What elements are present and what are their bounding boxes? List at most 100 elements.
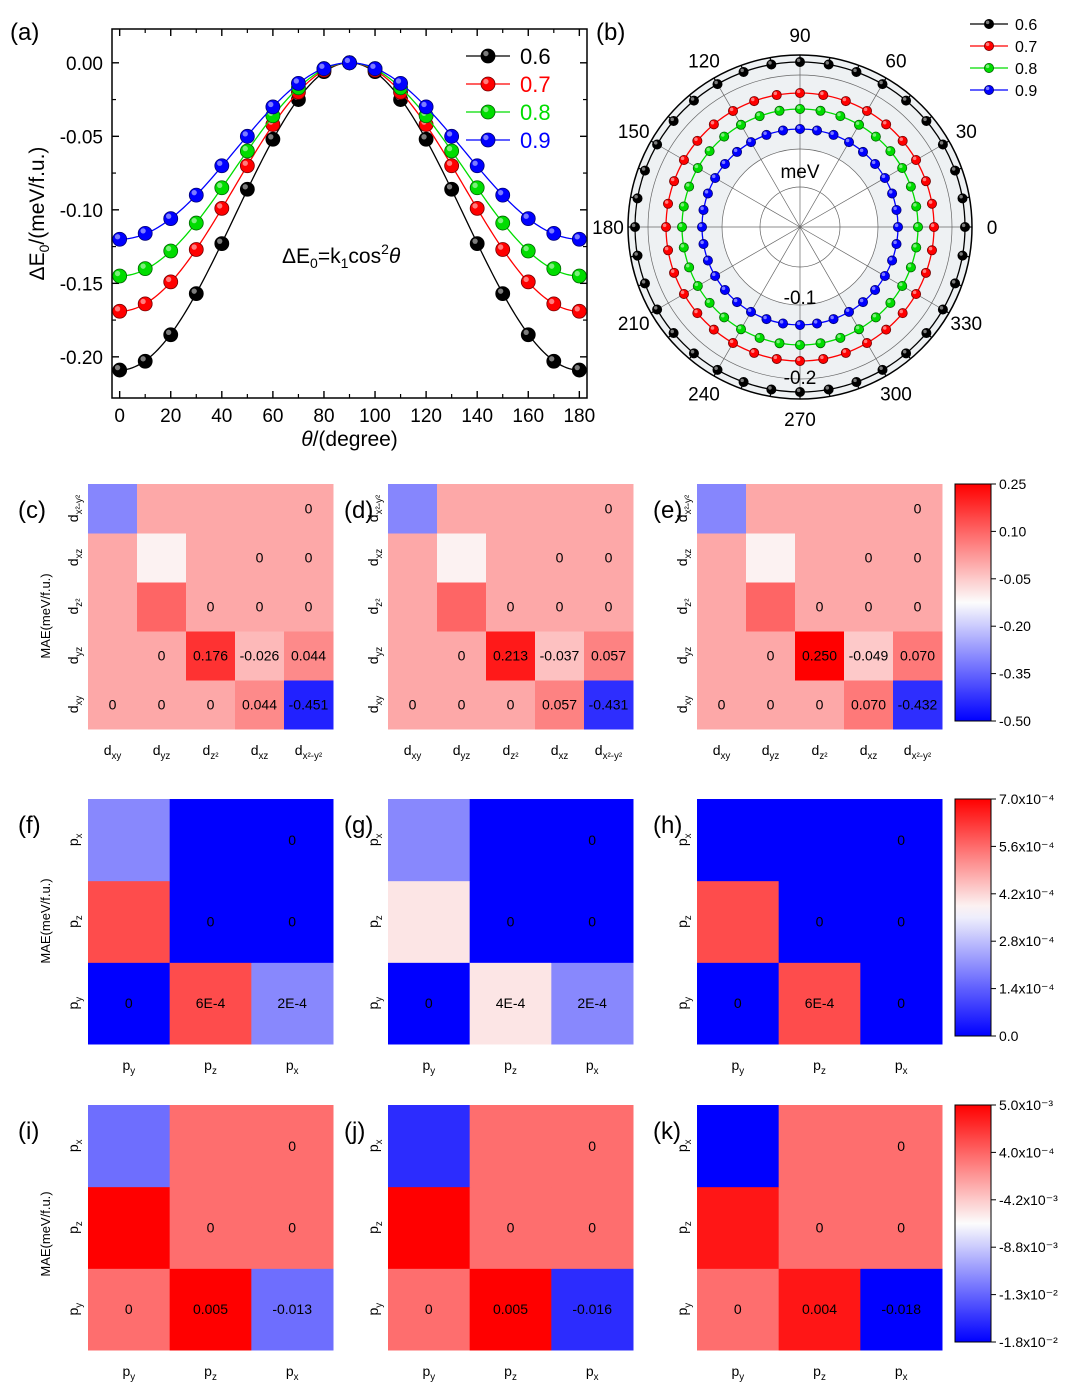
polar-point [663, 245, 674, 256]
polar-point [840, 96, 851, 107]
data-point-highlight [140, 228, 146, 234]
polar-point-highlight [714, 80, 718, 85]
data-point [520, 274, 536, 290]
data-point-highlight [140, 263, 146, 269]
heatmap-cell [697, 582, 747, 632]
polar-point-highlight [690, 350, 695, 354]
heatmap-cell [697, 680, 747, 730]
polar-point [795, 57, 806, 68]
data-point [520, 211, 536, 227]
polar-point-highlight [796, 89, 801, 94]
polar-point-highlight [879, 80, 883, 85]
polar-point [669, 176, 680, 187]
heatmap-y-label: px [674, 833, 694, 846]
panel-b: (b) 0 30 60 90 120 150 180 210 240 270 300 330 meV -0.… [592, 17, 1037, 431]
heatmap-cell-value: 0 [109, 697, 117, 713]
polar-point [905, 262, 916, 273]
heatmap-cell [697, 799, 780, 882]
data-point-highlight [574, 270, 580, 277]
polar-point-highlight [817, 339, 821, 344]
heatmap-cell-value: 0 [914, 599, 922, 615]
heatmap-cell-value: 0 [605, 501, 613, 517]
polar-point-highlight [641, 280, 646, 284]
polar-point [920, 176, 931, 187]
polar-point-highlight [664, 246, 669, 251]
legend-marker [480, 132, 496, 148]
heatmap-y-label-group: px [674, 833, 694, 846]
polar-point [921, 328, 932, 339]
polar-point-highlight [923, 329, 927, 334]
polar-point [828, 129, 839, 140]
polar-point [950, 278, 961, 289]
panel-label: (g) [344, 812, 373, 839]
polar-point-highlight [680, 203, 685, 207]
colorbar-tick-label: 4.2x10⁻⁴ [999, 886, 1054, 902]
heatmap-y-label-group: dx²-y² [65, 494, 85, 522]
polar-point [746, 137, 757, 148]
data-point-highlight [114, 306, 121, 312]
heatmap-y-label: dz² [365, 598, 385, 615]
polar-point [818, 353, 829, 364]
polar-point-highlight [894, 223, 899, 228]
polar-spoke [799, 77, 887, 228]
polar-point [879, 172, 890, 183]
polar-point [719, 284, 730, 295]
heatmap-cell [284, 631, 334, 681]
polar-point [862, 105, 873, 116]
heatmap-cell-value: -0.026 [240, 648, 280, 664]
heatmap-cell [437, 484, 487, 534]
polar-point [639, 165, 650, 176]
heatmap-y-axis-title: MAE(meV/f.u.) [38, 573, 53, 658]
heatmap-y-label-group: dxz [365, 549, 385, 567]
polar-point [854, 324, 865, 335]
panel-label: (c) [18, 497, 46, 524]
heatmap-x-label: dyz [453, 742, 471, 762]
heatmap-cell [844, 680, 894, 730]
polar-point [835, 332, 846, 343]
polar-point-highlight [698, 223, 703, 228]
polar-point [795, 104, 806, 115]
polar-point [702, 255, 713, 266]
polar-spoke [713, 226, 801, 377]
polar-point [815, 105, 826, 116]
polar-point [857, 146, 868, 157]
colorbar-tick-label: -1.8x10⁻² [999, 1334, 1058, 1350]
heatmap-cell [551, 1186, 634, 1269]
heatmap-cell [584, 533, 634, 583]
polar-point-highlight [653, 306, 658, 310]
polar-point [708, 119, 719, 130]
polar-spoke [799, 226, 950, 314]
polar-point-highlight [763, 131, 767, 136]
polar-point [885, 146, 896, 157]
heatmap-cell-value: -0.037 [540, 648, 580, 664]
polar-point [795, 339, 806, 350]
data-point [239, 181, 255, 197]
heatmap-x-label: py [422, 1363, 435, 1383]
heatmap-cell [388, 1105, 471, 1188]
polar-spoke [799, 226, 887, 377]
data-point-highlight [242, 145, 248, 152]
legend-label: 0.6 [520, 44, 551, 69]
heatmap-cell [860, 1186, 943, 1269]
heatmap-cell [88, 484, 138, 534]
legend-marker-highlight [483, 50, 489, 57]
polar-point [911, 201, 922, 212]
legend-marker [480, 104, 496, 120]
colorbar-tick-label: 0.0 [999, 1028, 1019, 1044]
heatmap-cell-value: 0 [588, 832, 596, 848]
heatmap-y-label-group: dz² [365, 598, 385, 615]
data-point [214, 200, 230, 216]
heatmap-h: (h) 0 6E-4 0 0 0 0 py pz px py pz px [653, 799, 943, 1077]
data-point [137, 296, 153, 312]
data-point [188, 187, 204, 203]
heatmap-x-label: pz [204, 1363, 217, 1383]
polar-point [870, 312, 881, 323]
heatmap-cell-value: -0.013 [272, 1301, 312, 1317]
data-point [571, 268, 587, 284]
heatmap-cell [251, 962, 334, 1045]
heatmap-cell [795, 582, 845, 632]
polar-point-highlight [842, 349, 847, 354]
polar-point [774, 338, 785, 349]
data-point [265, 99, 281, 115]
polar-point-highlight [768, 61, 772, 65]
